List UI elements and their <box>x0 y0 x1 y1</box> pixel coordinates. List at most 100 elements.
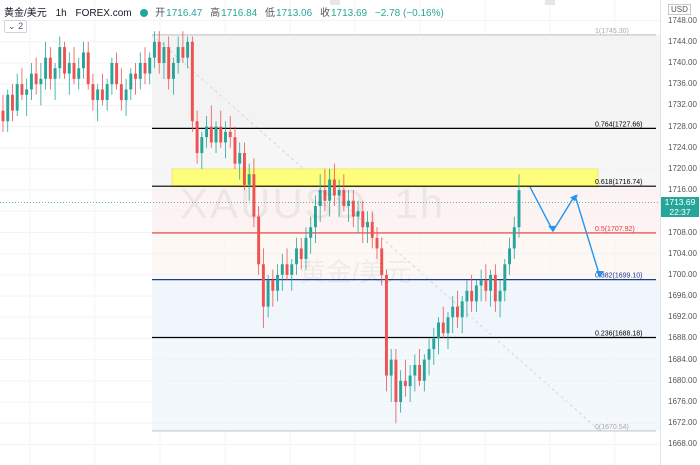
price-tick-label: 1688.00 <box>668 333 697 343</box>
open-value: 1716.47 <box>166 8 203 19</box>
candle-body <box>266 280 270 307</box>
price-tick-label: 1676.00 <box>668 397 697 407</box>
price-tick-label: 1744.00 <box>668 36 697 46</box>
price-tick-label: 1736.00 <box>668 79 697 89</box>
candle-body <box>455 306 459 318</box>
candle-body <box>242 153 246 185</box>
chart-top-handle[interactable] <box>330 0 555 5</box>
low-label: 低 <box>265 8 276 19</box>
price-tick-label: 1724.00 <box>668 142 697 152</box>
candle-body <box>432 338 436 350</box>
candle-body <box>261 264 265 307</box>
candle-body <box>25 89 29 95</box>
price-tick-label: 1692.00 <box>668 312 697 322</box>
candle-body <box>437 322 440 339</box>
close-label: 收 <box>319 8 330 19</box>
candle-body <box>479 280 483 286</box>
candle-body <box>72 62 76 79</box>
candle-body <box>342 190 346 207</box>
price-tick-label: 1684.00 <box>668 354 697 364</box>
candle-body <box>171 62 175 79</box>
candle-body <box>67 62 71 74</box>
low-value: 1713.06 <box>276 8 313 19</box>
candle-body <box>176 47 180 63</box>
fib-band <box>152 232 660 280</box>
candle-body <box>209 126 213 143</box>
candle-body <box>134 73 138 79</box>
candle-body <box>257 216 261 265</box>
high-label: 高 <box>210 8 221 19</box>
fib-level-label: 0(1670.54) <box>595 424 629 431</box>
legend-header: 黄金/美元 1h FOREX.com 开1716.47 高1716.84 低17… <box>4 4 449 19</box>
candle-body <box>219 126 223 143</box>
candle-body <box>356 211 360 217</box>
candle-body <box>162 47 166 63</box>
candle-body <box>337 190 341 196</box>
candles <box>1 31 521 424</box>
fib-band <box>152 186 660 233</box>
candle-body <box>195 121 199 154</box>
candle-body <box>418 364 422 381</box>
fib-level-label: 0.764(1727.66) <box>595 121 642 128</box>
price-axis[interactable] <box>660 0 700 465</box>
candle-body <box>138 62 142 79</box>
candle-body <box>427 349 431 360</box>
interval-label[interactable]: 1h <box>55 8 67 19</box>
price-tick-label: 1728.00 <box>668 121 697 131</box>
candle-body <box>115 62 119 85</box>
candle-body <box>129 73 133 90</box>
candle-body <box>58 47 62 69</box>
candle-body <box>29 73 33 90</box>
price-tick-label: 1708.00 <box>668 227 697 237</box>
candle-body <box>167 47 171 79</box>
candle-body <box>153 41 156 58</box>
watermark-symbol: XAUUSD, 1h <box>180 180 446 227</box>
candle-body <box>351 200 355 217</box>
candle-body <box>470 290 474 302</box>
candle-body <box>399 380 403 403</box>
fib-band <box>152 279 660 338</box>
open-label: 开 <box>155 8 166 19</box>
candle-body <box>465 290 469 302</box>
candle-body <box>44 57 48 79</box>
arrow-head-icon <box>596 271 604 278</box>
candle-body <box>205 126 209 138</box>
candle-body <box>1 110 5 122</box>
candle-body <box>105 84 109 101</box>
chevron-down-icon: ⌄ <box>8 21 16 31</box>
candle-body <box>181 47 185 58</box>
candle-body <box>413 364 417 376</box>
candle-body <box>304 237 308 259</box>
candle-body <box>512 227 516 249</box>
candle-body <box>484 280 488 291</box>
fib-level-label: 0.618(1716.74) <box>595 179 642 186</box>
candle-body <box>446 317 450 334</box>
projection-arrows[interactable] <box>529 186 604 278</box>
price-tick-label: 1748.00 <box>668 15 697 25</box>
candle-body <box>332 179 336 196</box>
candle-body <box>394 359 398 403</box>
fib-level-label: 1(1745.30) <box>595 28 629 35</box>
symbol-name[interactable]: 黄金/美元 <box>4 8 47 19</box>
candle-body <box>503 264 507 291</box>
candle-body <box>224 131 227 143</box>
price-tick-label: 1704.00 <box>668 248 697 258</box>
fib-retracement[interactable]: 1(1745.30) 0.764(1727.66) 0.618(1716.74) 0.… <box>152 28 656 432</box>
candle-body <box>313 206 317 228</box>
resistance-zone[interactable] <box>171 168 599 188</box>
candle-body <box>271 280 275 291</box>
candle-body <box>285 264 289 275</box>
candle-body <box>328 179 332 201</box>
candle-body <box>119 84 123 101</box>
currency-label[interactable]: USD <box>668 4 691 15</box>
indicators-collapse-button[interactable]: ⌄ 2 <box>4 20 28 33</box>
price-tick-label: 1716.00 <box>668 185 697 195</box>
candle-body <box>6 94 10 122</box>
candle-body <box>190 41 194 122</box>
candle-body <box>375 237 379 249</box>
current-price-badge: 1713.69 22:37 <box>661 197 699 218</box>
candle-body <box>295 248 298 265</box>
candle-body <box>77 68 81 79</box>
handle-icon <box>330 0 340 5</box>
